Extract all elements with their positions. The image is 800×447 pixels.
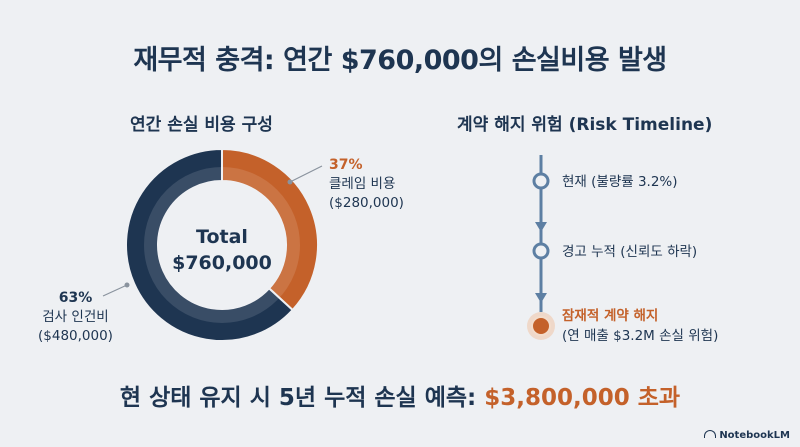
claim-amount: ($280,000) [329,195,404,211]
timeline-dot-warning [532,242,550,260]
forecast-statement: 현 상태 유지 시 5년 누적 손실 예측: $3,800,000 초과 [0,378,800,412]
forecast-prefix: 현 상태 유지 시 5년 누적 손실 예측: [119,385,485,411]
brand-watermark: NotebookLM [704,430,790,441]
donut-center-label: Total [196,226,248,248]
inspection-percent: 63% [58,290,93,306]
timeline-arrow-1 [535,222,547,232]
donut-inner-ring [144,167,300,323]
timeline-heading: 계약 해지 위험 (Risk Timeline) [457,115,713,135]
timeline-arrow-2 [535,293,547,303]
claim-label: 37% 클레임 비용 ($280,000) [329,156,404,213]
inspection-amount: ($480,000) [38,328,113,344]
timeline-dot-risk [531,316,551,336]
notebooklm-logo-icon [704,430,717,438]
brand-name: NotebookLM [719,430,790,441]
claim-name: 클레임 비용 [329,176,396,192]
claim-percent: 37% [329,157,363,173]
forecast-amount: $3,800,000 초과 [484,385,681,411]
timeline-dot-risk-glow [527,312,555,340]
timeline-dot-current [532,172,550,190]
timeline-step-current: 현재 (불량률 3.2%) [562,174,678,190]
inspection-label: 63% 검사 인건비 ($480,000) [38,289,113,346]
timeline-step-warning: 경고 누적 (신뢰도 하락) [562,244,698,260]
donut-heading: 연간 손실 비용 구성 [130,115,273,135]
inspection-name: 검사 인건비 [42,309,109,325]
donut-center-value: $760,000 [172,252,272,274]
donut-chart [125,147,319,342]
timeline-step-risk: 잠재적 계약 해지 [562,308,659,324]
donut-hole [158,181,286,309]
page-title: 재무적 충격: 연간 $760,000의 손실비용 발생 [133,45,667,76]
timeline-step-risk-detail: (연 매출 $3.2M 손실 위험) [562,328,719,344]
